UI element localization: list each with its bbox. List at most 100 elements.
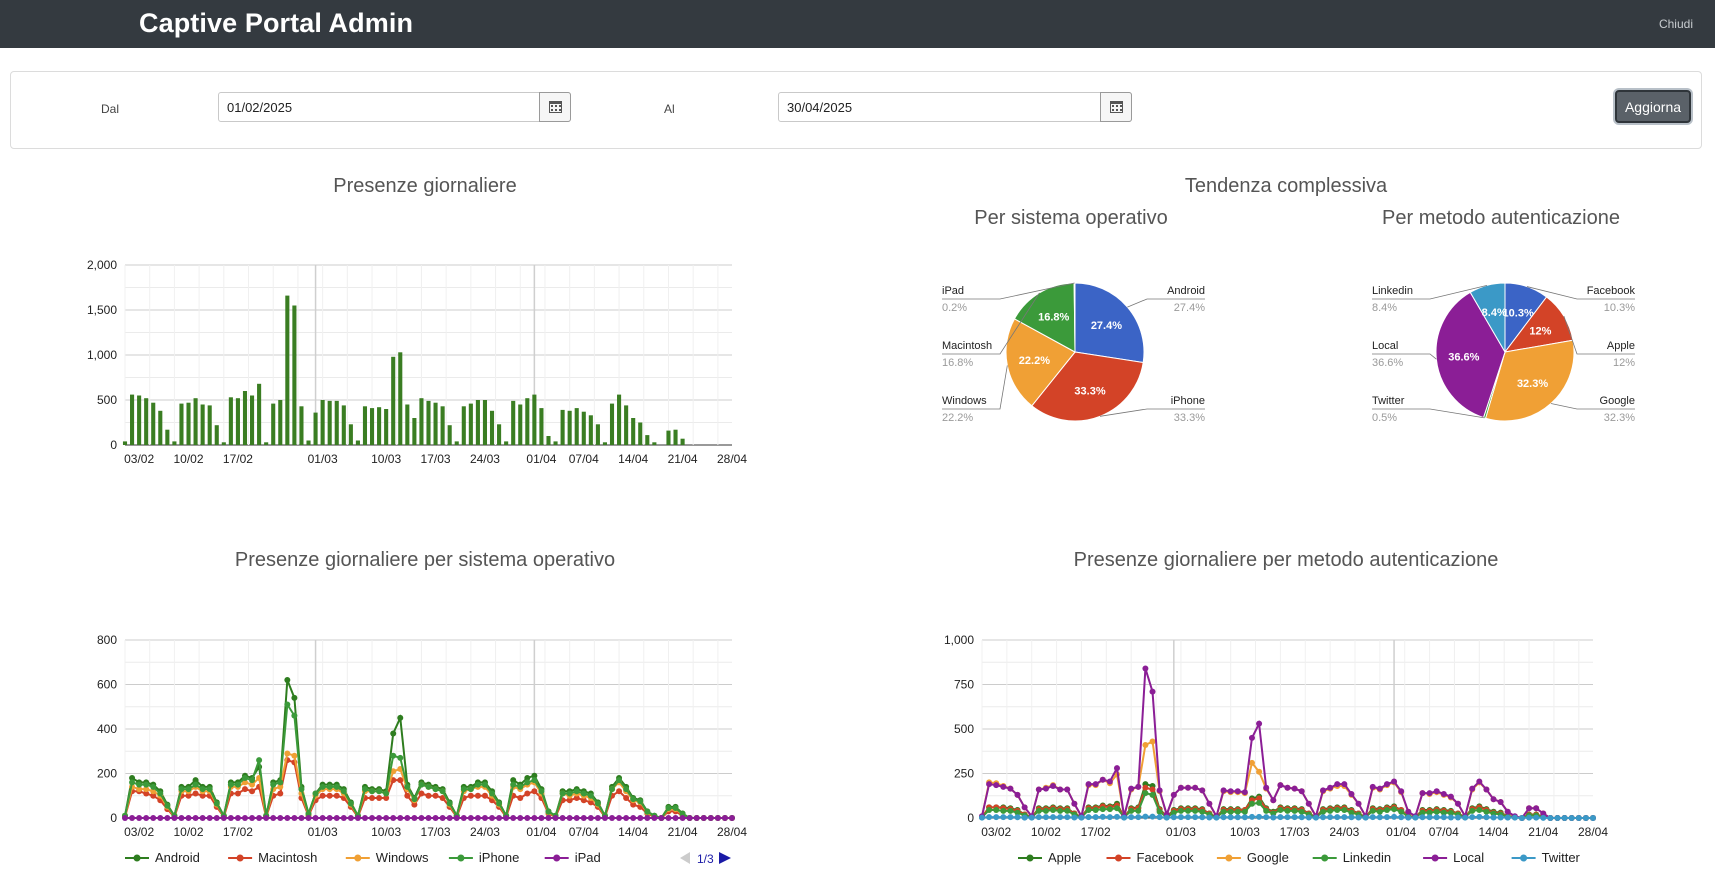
from-date-field[interactable]: 01/02/2025 bbox=[218, 92, 571, 122]
data-point bbox=[986, 814, 993, 821]
data-point bbox=[538, 788, 545, 795]
data-point bbox=[1014, 814, 1021, 821]
data-point bbox=[566, 797, 573, 804]
data-point bbox=[1426, 809, 1433, 816]
data-point bbox=[979, 814, 985, 821]
y-tick-label: 500 bbox=[954, 722, 974, 736]
data-point bbox=[496, 800, 503, 807]
data-point bbox=[150, 788, 157, 795]
data-point bbox=[1113, 765, 1120, 772]
bar bbox=[377, 407, 382, 445]
bar bbox=[257, 383, 262, 445]
legend-dot bbox=[1026, 854, 1034, 862]
bar bbox=[631, 418, 636, 445]
data-point bbox=[129, 815, 136, 821]
data-point bbox=[531, 777, 538, 784]
data-point bbox=[1064, 786, 1071, 793]
bar bbox=[137, 395, 142, 445]
data-point bbox=[538, 815, 545, 821]
data-point bbox=[1405, 808, 1412, 815]
data-point bbox=[213, 800, 220, 807]
bar bbox=[151, 402, 156, 445]
data-point bbox=[1526, 814, 1533, 821]
data-point bbox=[1440, 809, 1447, 816]
data-point bbox=[1419, 814, 1426, 821]
bar bbox=[384, 409, 389, 445]
legend-dot bbox=[1431, 854, 1439, 862]
data-point bbox=[524, 779, 531, 786]
data-point bbox=[1270, 797, 1277, 804]
daily-auth-line-chart: 0 250 500 750 1,000 03/02 10/02 17/02 01/03 10/03… bbox=[944, 633, 1608, 865]
data-point bbox=[1035, 814, 1042, 821]
data-point bbox=[1199, 808, 1206, 815]
data-point bbox=[241, 779, 248, 786]
x-tick-label: 01/04 bbox=[1386, 825, 1416, 839]
bar bbox=[348, 424, 353, 445]
bar bbox=[433, 402, 438, 445]
data-point bbox=[714, 815, 721, 821]
data-point bbox=[559, 790, 566, 797]
data-point bbox=[369, 794, 376, 801]
update-button[interactable]: Aggiorna bbox=[1615, 90, 1691, 123]
bar bbox=[412, 418, 417, 445]
data-point bbox=[693, 815, 700, 821]
data-point bbox=[1433, 808, 1440, 815]
bar bbox=[242, 391, 248, 445]
slice-percent-label: 33.3% bbox=[1074, 386, 1105, 398]
data-point bbox=[1391, 813, 1398, 820]
data-point bbox=[1263, 807, 1270, 814]
from-calendar-button[interactable] bbox=[539, 92, 571, 122]
bar bbox=[165, 429, 170, 445]
data-point bbox=[679, 815, 686, 821]
data-point bbox=[1256, 813, 1263, 820]
data-point bbox=[277, 815, 284, 821]
to-date-value[interactable]: 30/04/2025 bbox=[787, 100, 853, 115]
bar bbox=[504, 441, 509, 445]
x-tick-label: 17/02 bbox=[1081, 825, 1111, 839]
data-point bbox=[594, 800, 601, 807]
data-point bbox=[1199, 814, 1206, 821]
data-point bbox=[1398, 814, 1405, 821]
bar bbox=[320, 400, 325, 445]
data-point bbox=[1476, 778, 1483, 785]
data-point bbox=[1369, 814, 1376, 821]
pie-label: Android bbox=[1167, 285, 1205, 297]
data-point bbox=[1419, 790, 1426, 797]
daily-os-chart-title: Presenze giornaliere per sistema operati… bbox=[234, 549, 616, 571]
bar bbox=[391, 356, 396, 445]
legend-label: Facebook bbox=[1137, 850, 1195, 865]
data-point bbox=[418, 815, 425, 821]
data-point bbox=[1142, 665, 1149, 672]
next-page-icon bbox=[719, 852, 731, 864]
data-point bbox=[446, 815, 453, 821]
data-point bbox=[1192, 807, 1199, 814]
data-point bbox=[1341, 781, 1348, 788]
data-point bbox=[1554, 815, 1561, 821]
x-tick-label: 10/03 bbox=[371, 452, 401, 466]
data-point bbox=[1192, 784, 1199, 791]
slice-percent-label: 12% bbox=[1529, 325, 1551, 337]
data-point bbox=[1028, 814, 1035, 821]
legend-label: iPhone bbox=[479, 850, 519, 865]
to-calendar-button[interactable] bbox=[1100, 92, 1132, 122]
data-point bbox=[637, 815, 644, 821]
data-point bbox=[460, 786, 467, 793]
data-point bbox=[623, 786, 630, 793]
data-point bbox=[411, 801, 418, 808]
data-point bbox=[1248, 759, 1255, 766]
data-point bbox=[418, 790, 425, 797]
data-point bbox=[185, 786, 192, 793]
data-point bbox=[1085, 781, 1092, 788]
data-point bbox=[404, 783, 411, 790]
data-point bbox=[1064, 814, 1071, 821]
data-point bbox=[986, 781, 993, 788]
data-point bbox=[241, 774, 248, 781]
x-tick-label: 17/03 bbox=[421, 452, 451, 466]
close-link[interactable]: Chiudi bbox=[1658, 17, 1693, 31]
y-tick-label: 1,500 bbox=[87, 303, 117, 317]
data-point bbox=[1135, 783, 1142, 790]
to-date-field[interactable]: 30/04/2025 bbox=[778, 92, 1132, 122]
data-point bbox=[1412, 814, 1419, 821]
from-date-value[interactable]: 01/02/2025 bbox=[227, 100, 293, 115]
app-title[interactable]: Captive Portal Admin bbox=[139, 8, 414, 38]
